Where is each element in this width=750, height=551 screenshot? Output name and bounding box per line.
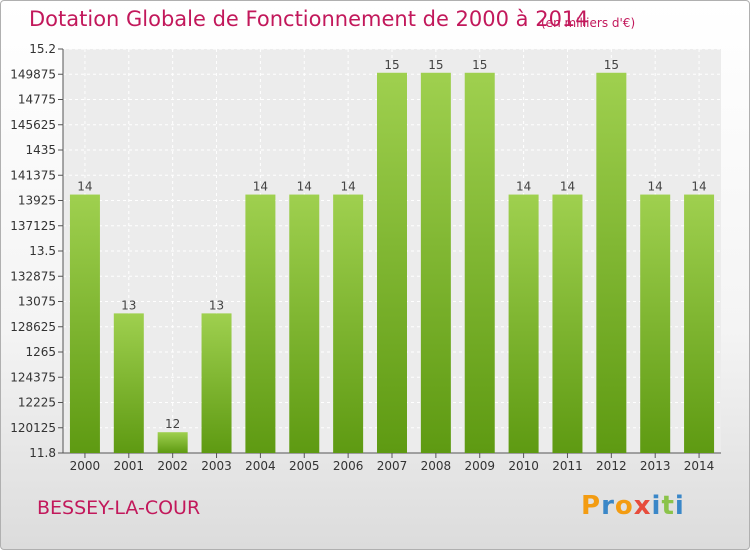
data-label-2008: 15 [428,58,443,72]
bar-2007 [377,72,407,453]
y-tick-label: 12225 [18,396,56,410]
data-label-2007: 15 [384,58,399,72]
data-label-2006: 14 [340,180,355,194]
x-tick-label-2010: 2010 [508,459,539,473]
data-label-2003: 13 [209,298,224,312]
y-tick-label: 13075 [18,295,56,309]
x-tick-label-2001: 2001 [114,459,145,473]
data-label-2011: 14 [560,180,575,194]
y-tick-label: 11.8 [29,446,56,460]
y-tick-label: 124375 [10,370,56,384]
y-tick-label: 137125 [10,219,56,233]
x-tick-label-2009: 2009 [464,459,495,473]
y-tick-label: 120125 [10,421,56,435]
y-tick-label: 14775 [18,93,56,107]
data-label-2000: 14 [77,180,92,194]
x-tick-label-2002: 2002 [157,459,188,473]
proxiti-logo: Proxiti [581,491,685,521]
y-tick-label: 15.2 [29,42,56,56]
logo-letter: o [614,491,634,521]
bar-2012 [596,72,627,453]
logo-letter: i [674,491,685,521]
data-label-2004: 14 [253,180,268,194]
data-label-2010: 14 [516,180,531,194]
y-tick-label: 128625 [10,320,56,334]
bar-2014 [684,194,715,453]
y-tick-label: 13.5 [29,244,56,258]
y-tick-label: 1265 [25,345,56,359]
y-tick-label: 145625 [10,118,56,132]
x-tick-label-2003: 2003 [201,459,232,473]
bar-2004 [245,194,276,453]
bar-2011 [552,194,583,453]
bar-2003 [201,313,232,453]
y-tick-label: 1435 [25,143,56,157]
bar-2009 [464,72,495,453]
y-tick-label: 141375 [10,168,56,182]
logo-letter: x [633,491,652,521]
bar-2000 [69,194,100,453]
logo-letter: r [601,491,615,521]
chart-title: Dotation Globale de Fonctionnement de 20… [29,7,589,31]
x-tick-label-2008: 2008 [421,459,452,473]
x-tick-label-2012: 2012 [596,459,627,473]
x-tick-label-2000: 2000 [70,459,101,473]
x-tick-label-2013: 2013 [640,459,671,473]
bar-2006 [333,194,364,453]
logo-letter: P [581,491,602,521]
x-tick-label-2007: 2007 [377,459,408,473]
x-tick-label-2014: 2014 [684,459,715,473]
commune-name: BESSEY-LA-COUR [37,497,201,519]
bar-2013 [640,194,671,453]
bar-2008 [420,72,451,453]
y-tick-label: 132875 [10,269,56,283]
data-label-2012: 15 [604,58,619,72]
x-tick-label-2004: 2004 [245,459,276,473]
data-label-2001: 13 [121,298,136,312]
x-tick-label-2011: 2011 [552,459,583,473]
data-label-2013: 14 [648,180,663,194]
logo-letter: i [651,491,662,521]
data-label-2009: 15 [472,58,487,72]
logo-letter: t [661,491,675,521]
chart-subtitle: (en milliers d'€) [541,16,636,30]
x-tick-label-2005: 2005 [289,459,320,473]
data-label-2005: 14 [297,180,312,194]
data-label-2002: 12 [165,417,180,431]
y-tick-label: 149875 [10,67,56,81]
bar-2010 [508,194,539,453]
bar-2002 [157,432,188,453]
data-label-2014: 14 [691,180,706,194]
bar-2001 [113,313,144,453]
x-tick-label-2006: 2006 [333,459,364,473]
bar-2005 [289,194,320,453]
y-tick-label: 13925 [18,194,56,208]
